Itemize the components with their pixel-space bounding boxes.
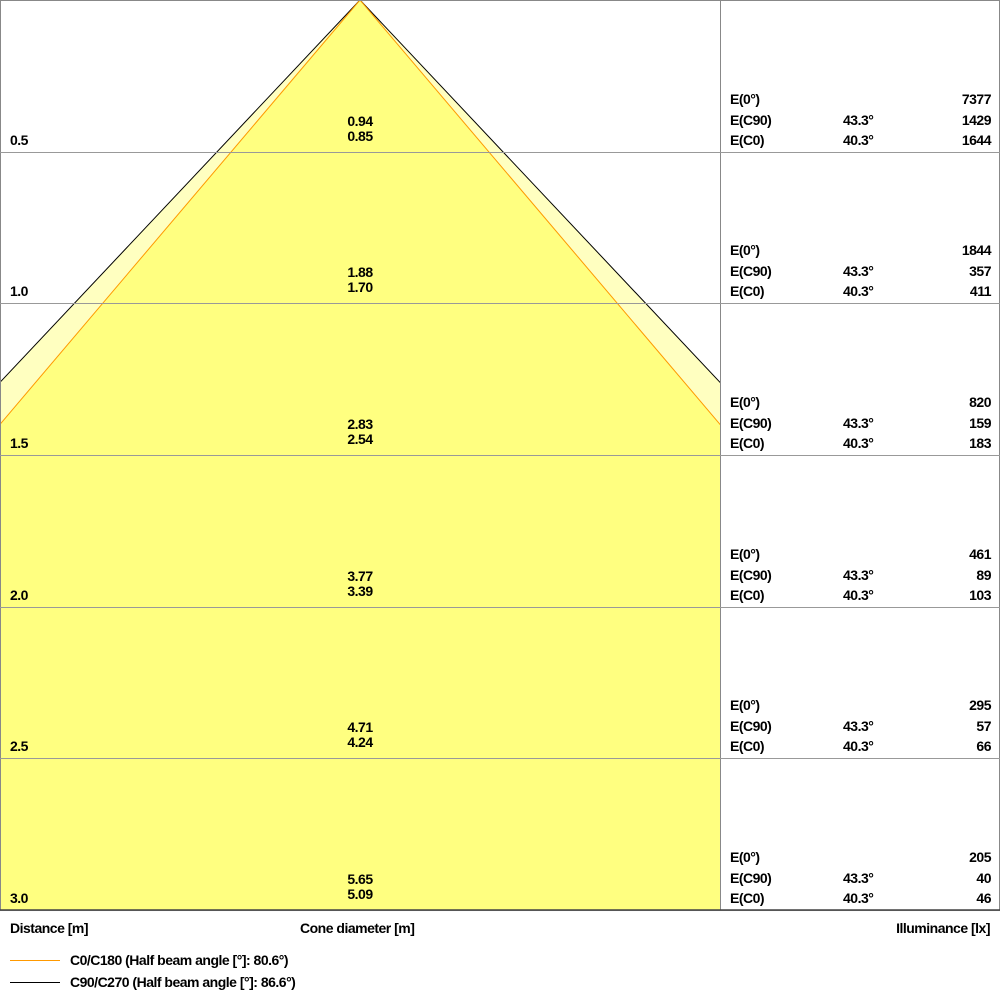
ec90-label: E(C90): [730, 718, 772, 735]
cone-diameter-axis-label: Cone diameter [m]: [300, 920, 415, 936]
ec90-label: E(C90): [730, 415, 772, 431]
ec90-label: E(C90): [730, 263, 772, 280]
legend-swatch-c90: [10, 982, 60, 983]
ec0-value: 46: [976, 890, 991, 907]
ec0-value: 103: [969, 586, 991, 603]
ec0-value: 183: [969, 435, 991, 451]
e0-value: 295: [969, 697, 991, 714]
distance-axis-label: Distance [m]: [10, 920, 89, 936]
e0-label: E(0°): [730, 849, 760, 866]
cone-diameter-c90: 5.65: [347, 871, 373, 888]
ec0-angle: 40.3°: [843, 890, 874, 907]
ec90-label: E(C90): [730, 566, 772, 583]
cone-diameter-c90: 2.83: [347, 416, 373, 432]
cone-diameter-c0: 2.54: [347, 431, 373, 447]
distance-label: 3.0: [10, 890, 28, 907]
distance-label: 1.0: [10, 283, 28, 300]
cone-diameter-c90: 3.77: [347, 567, 373, 584]
ec0-label: E(C0): [730, 738, 765, 755]
ec0-label: E(C0): [730, 435, 765, 451]
ec90-angle: 43.3°: [843, 111, 874, 128]
legend-label-c0: C0/C180 (Half beam angle [°]: 80.6°): [70, 952, 289, 968]
e0-value: 820: [969, 394, 991, 410]
e0-value: 205: [969, 849, 991, 866]
distance-label: 1.5: [10, 435, 28, 451]
legend-swatch-c0: [10, 960, 60, 961]
ec90-angle: 43.3°: [843, 415, 874, 431]
ec0-value: 1644: [961, 131, 992, 148]
ec0-angle: 40.3°: [843, 435, 874, 451]
cone-diameter-c90: 4.71: [347, 719, 373, 736]
e0-value: 7377: [961, 90, 992, 107]
ec90-value: 89: [976, 566, 991, 583]
e0-label: E(0°): [730, 394, 760, 410]
ec90-label: E(C90): [730, 111, 772, 128]
ec90-value: 57: [976, 718, 991, 735]
ec90-label: E(C90): [730, 870, 772, 887]
legend-label-c90: C90/C270 (Half beam angle [°]: 86.6°): [70, 974, 296, 990]
cone-diameter-c0: 4.24: [347, 734, 373, 751]
ec0-value: 66: [976, 738, 991, 755]
ec90-value: 40: [976, 870, 991, 887]
distance-label: 2.0: [10, 586, 28, 603]
ec0-angle: 40.3°: [843, 283, 874, 300]
cone-diameter-c90: 0.94: [347, 112, 373, 129]
ec90-value: 357: [969, 263, 991, 280]
cone-diameter-c90: 1.88: [347, 264, 373, 281]
ec90-value: 159: [969, 415, 991, 431]
e0-label: E(0°): [730, 697, 760, 714]
cone-diameter-c0: 0.85: [347, 127, 373, 144]
ec90-angle: 43.3°: [843, 263, 874, 280]
cone-diameter-c0: 3.39: [347, 582, 373, 599]
e0-label: E(0°): [730, 90, 760, 107]
ec0-angle: 40.3°: [843, 586, 874, 603]
ec0-label: E(C0): [730, 131, 765, 148]
ec0-value: 411: [969, 283, 992, 300]
ec0-label: E(C0): [730, 586, 765, 603]
ec90-angle: 43.3°: [843, 718, 874, 735]
ec0-angle: 40.3°: [843, 131, 874, 148]
ec90-angle: 43.3°: [843, 870, 874, 887]
e0-label: E(0°): [730, 242, 760, 259]
cone-diameter-c0: 5.09: [347, 886, 373, 903]
ec0-label: E(C0): [730, 283, 765, 300]
distance-label: 2.5: [10, 738, 28, 755]
ec90-angle: 43.3°: [843, 566, 874, 583]
e0-value: 461: [969, 545, 991, 562]
illuminance-axis-label: Illuminance [lx]: [896, 920, 990, 936]
distance-label: 0.5: [10, 131, 28, 148]
ec0-angle: 40.3°: [843, 738, 874, 755]
ec0-label: E(C0): [730, 890, 765, 907]
ec90-value: 1429: [961, 111, 992, 128]
e0-label: E(0°): [730, 545, 760, 562]
e0-value: 1844: [961, 242, 992, 259]
cone-diameter-c0: 1.70: [347, 279, 373, 296]
